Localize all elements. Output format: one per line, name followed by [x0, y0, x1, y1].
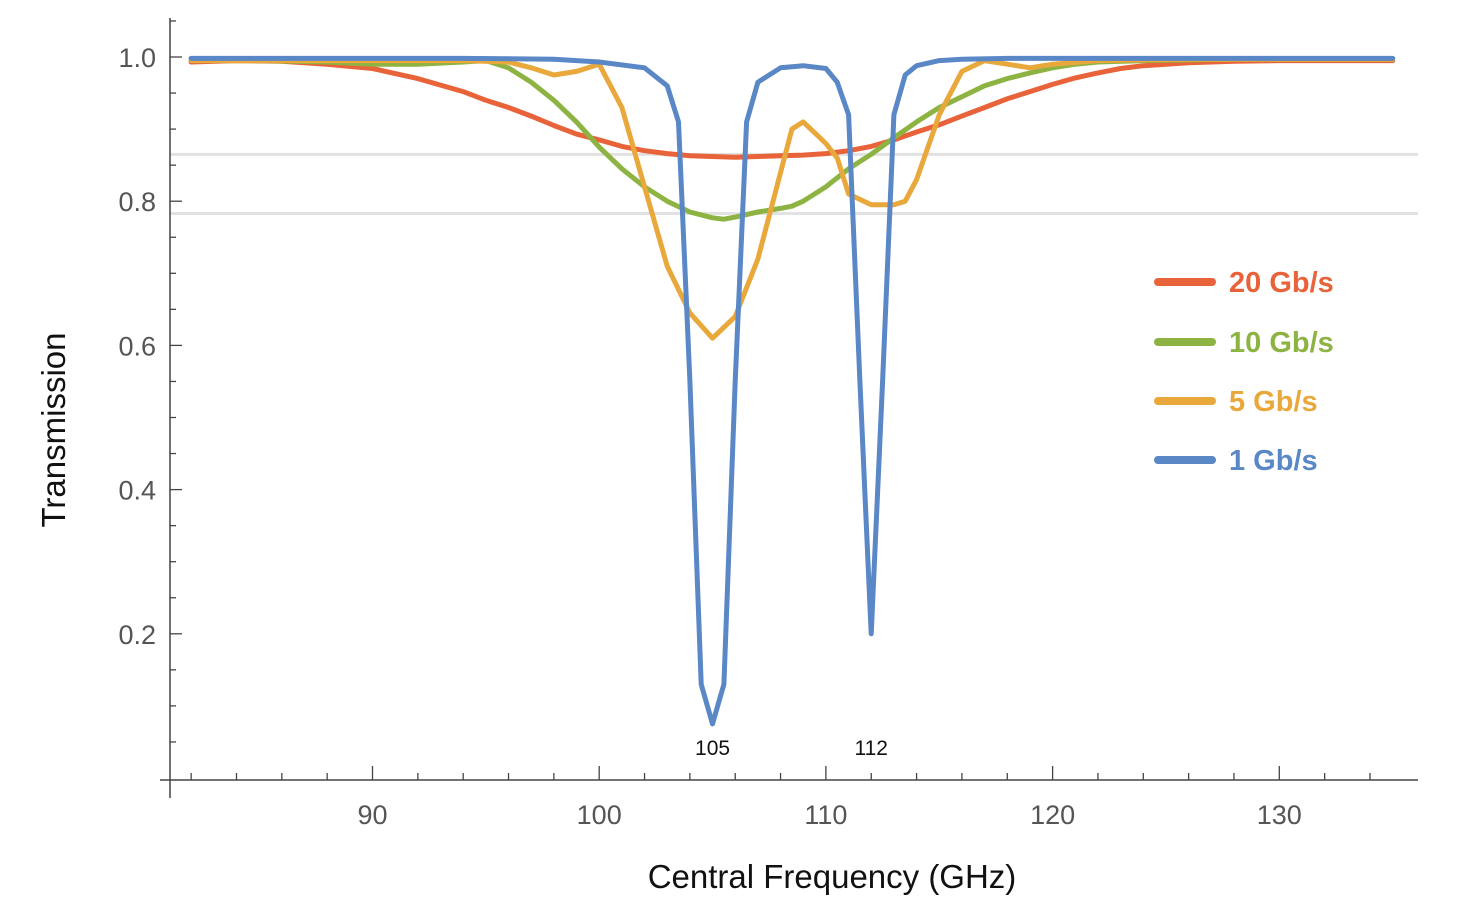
x-tick-label: 130 [1257, 800, 1302, 830]
y-axis-title: Transmission [35, 333, 72, 528]
legend-label: 10 Gb/s [1229, 327, 1334, 359]
x-tick-label: 90 [357, 800, 387, 830]
y-tick-label: 1.0 [118, 43, 156, 73]
annotation-label: 112 [854, 737, 887, 760]
x-axis-ticks: 90 100 110 120 130 [190, 766, 1371, 830]
y-tick-label: 0.8 [118, 187, 156, 217]
legend: 20 Gb/s 10 Gb/s 5 Gb/s 1 Gb/s [1154, 267, 1334, 477]
legend-label: 1 Gb/s [1229, 445, 1318, 477]
series-line-20-gb-s [188, 58, 1396, 160]
y-axis-ticks: 0.2 0.4 0.6 0.8 1.0 [118, 20, 182, 743]
x-tick-label: 120 [1030, 800, 1075, 830]
y-tick-label: 0.2 [118, 620, 156, 650]
y-tick-label: 0.4 [118, 476, 156, 506]
series-line-10-gb-s [188, 56, 1396, 222]
legend-label: 20 Gb/s [1229, 267, 1334, 299]
series-line-1-gb-s [188, 55, 1396, 727]
series-line-5-gb-s [188, 56, 1396, 341]
x-tick-label: 110 [804, 800, 847, 830]
annotations: 105 112 [695, 737, 888, 760]
x-axis-title: Central Frequency (GHz) [648, 858, 1017, 895]
annotation-label: 105 [695, 737, 730, 760]
legend-label: 5 Gb/s [1229, 386, 1318, 418]
y-tick-label: 0.6 [118, 331, 156, 361]
axes: 0.2 0.4 0.6 0.8 1.0 90 100 110 120 130 [118, 18, 1418, 830]
x-tick-label: 100 [577, 800, 622, 830]
plot-series [188, 55, 1396, 727]
